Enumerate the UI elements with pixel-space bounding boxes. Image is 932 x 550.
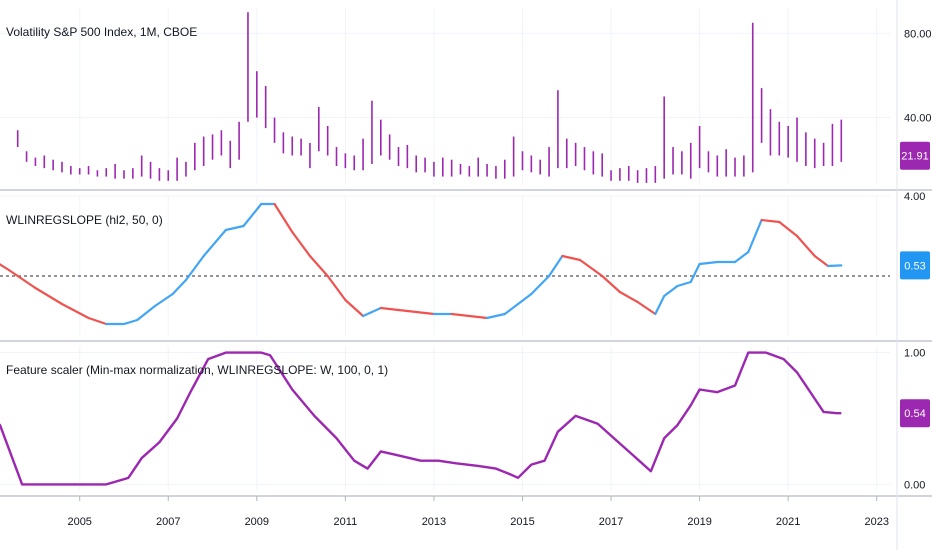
last-value-badge — [900, 399, 930, 428]
y-tick-label: 4.00 — [904, 191, 925, 203]
x-tick-label: 2019 — [687, 516, 711, 528]
y-tick-label: 40.00 — [904, 113, 932, 125]
slope-segment — [87, 316, 108, 326]
slope-segment — [636, 300, 657, 316]
slope-segment — [485, 312, 506, 320]
x-tick-label: 2009 — [245, 516, 269, 528]
slope-segment — [547, 254, 564, 278]
y-tick-label: 1.00 — [904, 348, 925, 360]
y-tick-label: 0.00 — [904, 479, 925, 491]
slope-segment — [308, 254, 329, 278]
slope-segment — [530, 274, 551, 296]
x-tick-label: 2013 — [422, 516, 446, 528]
slope-segment — [379, 306, 400, 312]
slope-segment — [516, 292, 533, 306]
slope-segment — [503, 302, 520, 316]
x-tick-label: 2017 — [599, 516, 623, 528]
slope-title: WLINREGSLOPE (hl2, 50, 0) — [6, 213, 163, 227]
slope-segment — [224, 224, 245, 232]
slope-segment — [663, 284, 679, 298]
slope-segment — [747, 218, 763, 254]
slope-segment — [60, 302, 90, 320]
slope-segment — [778, 220, 799, 238]
slope-segment — [826, 264, 843, 268]
slope-segment — [468, 314, 489, 320]
slope-segment — [153, 292, 174, 308]
slope-segment — [291, 230, 312, 258]
scaler-line-group — [0, 351, 842, 486]
slope-segment — [397, 308, 418, 314]
slope-segment — [415, 310, 436, 316]
slope-segment — [698, 260, 719, 266]
scaler-title: Feature scaler (Min-max normalization, W… — [6, 363, 388, 377]
slope-segment — [184, 254, 205, 282]
slope-segment — [344, 298, 365, 318]
x-tick-label: 2011 — [334, 516, 358, 528]
vix-title: Volatility S&P 500 Index, 1M, CBOE — [6, 25, 197, 39]
slope-segment — [654, 294, 666, 316]
slope-segment — [760, 218, 781, 224]
last-value-badge — [900, 141, 930, 170]
slope-segment — [561, 254, 582, 262]
slope-segment — [242, 202, 263, 228]
last-value-label: 21.91 — [901, 151, 929, 163]
slope-segment — [34, 286, 64, 306]
last-value-label: 0.53 — [904, 260, 925, 272]
slope-segment — [361, 306, 382, 318]
last-value-badge — [900, 251, 930, 280]
slope-segment — [450, 312, 471, 318]
x-tick-label: 2023 — [864, 516, 888, 528]
scaler-line — [0, 351, 842, 486]
slope-segment — [601, 274, 622, 294]
x-tick-label: 2005 — [67, 516, 91, 528]
vix-bars — [16, 12, 843, 183]
slope-segment — [676, 280, 692, 288]
slope-segment — [0, 263, 10, 272]
slope-segment — [618, 290, 639, 304]
slope-segment — [795, 234, 816, 258]
slope-segment — [813, 254, 830, 268]
y-tick-label: 80.00 — [904, 28, 932, 40]
slope-line — [0, 202, 843, 326]
slope-segment — [136, 304, 157, 322]
slope-segment — [171, 278, 188, 296]
x-tick-label: 2007 — [156, 516, 180, 528]
x-tick-label: 2021 — [776, 516, 800, 528]
slope-segment — [273, 202, 294, 234]
slope-segment — [7, 268, 37, 290]
slope-segment — [733, 250, 750, 264]
slope-segment — [122, 318, 139, 326]
slope-segment — [578, 258, 604, 278]
last-value-label: 0.54 — [904, 408, 925, 420]
slope-segment — [689, 262, 701, 284]
slope-segment — [326, 274, 347, 302]
slope-segment — [202, 228, 227, 258]
x-tick-label: 2015 — [510, 516, 534, 528]
